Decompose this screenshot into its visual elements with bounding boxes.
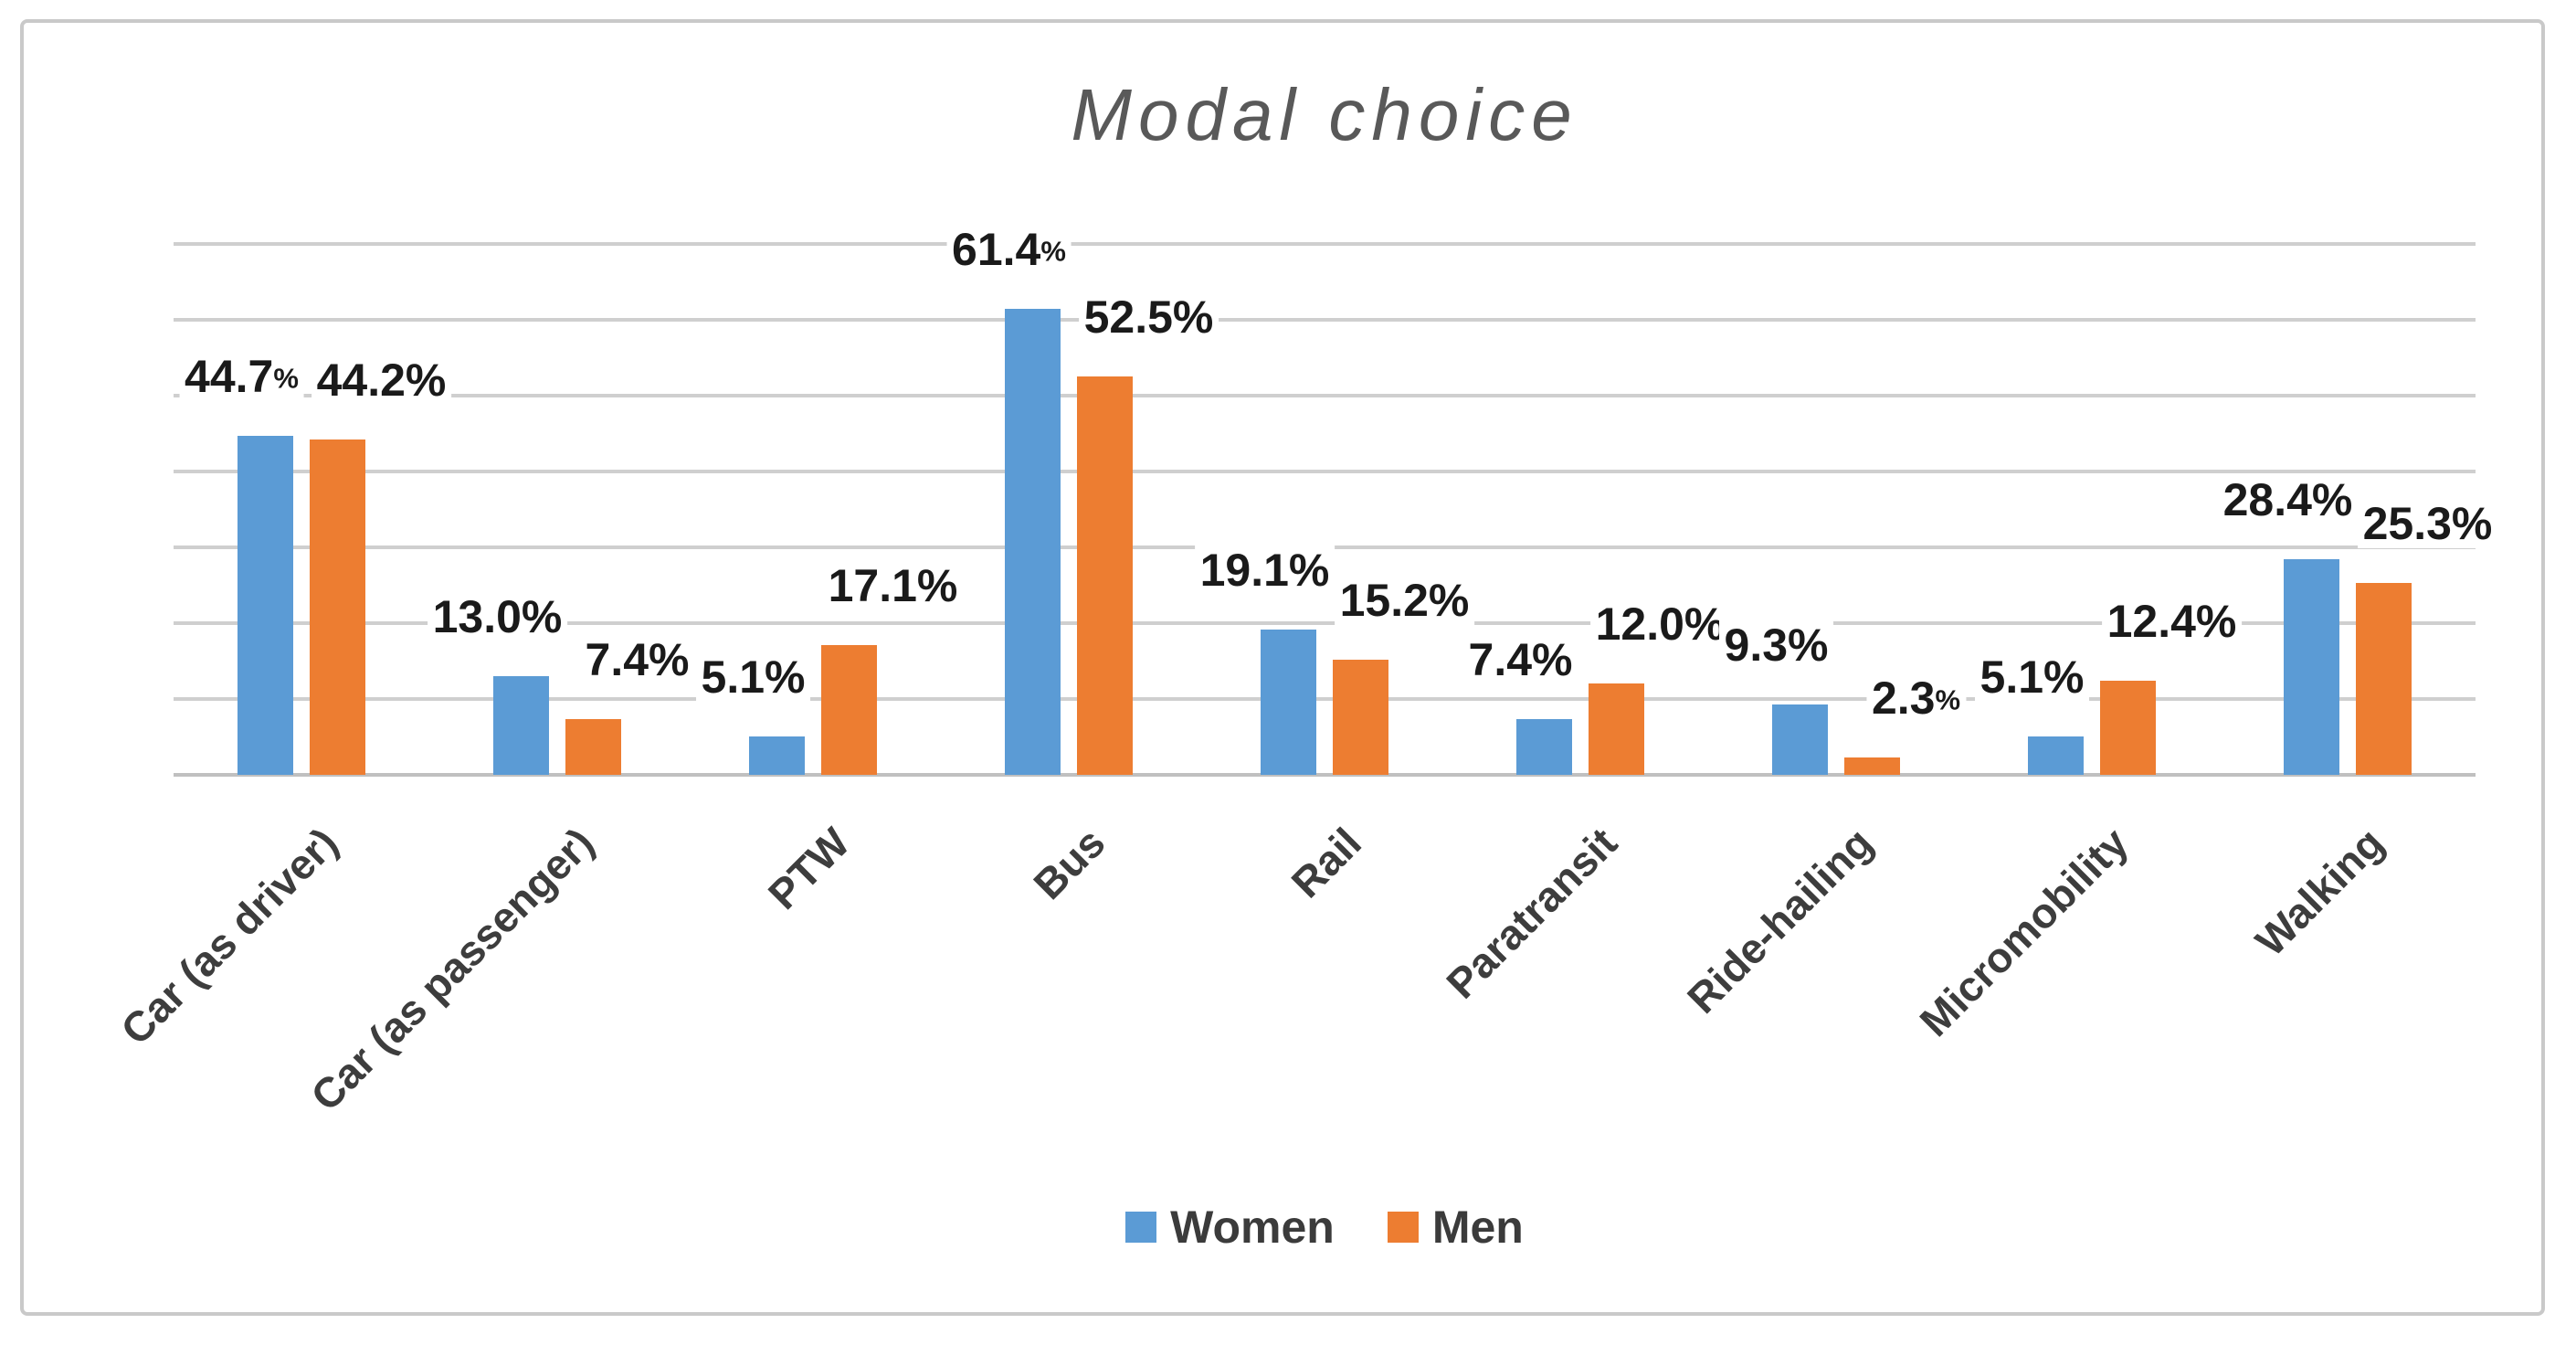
value-label-women-bus: 61.4% [946, 225, 1072, 275]
gridline-60 [174, 318, 2476, 322]
legend-label-men: Men [1431, 1202, 1524, 1253]
gridline-10 [174, 697, 2476, 701]
value-label-men-walking: 25.3% [2357, 499, 2498, 549]
legend-label-women: Women [1170, 1202, 1335, 1253]
value-label-women-micromobility: 5.1% [1974, 651, 2090, 702]
bar-men-car-as-driver [310, 440, 365, 775]
bar-men-ride-hailing [1844, 757, 1900, 775]
legend-item-men: Men [1387, 1202, 1524, 1253]
legend-swatch-men [1387, 1212, 1419, 1243]
bar-women-ptw [749, 736, 805, 775]
bar-men-micromobility [2100, 681, 2156, 775]
value-label-men-micromobility: 12.4% [2101, 597, 2243, 647]
value-label-men-ride-hailing: 2.3% [1865, 672, 1967, 723]
bar-women-ride-hailing [1772, 704, 1828, 775]
gridline-50 [174, 394, 2476, 397]
legend-swatch-women [1125, 1212, 1157, 1243]
value-label-men-rail: 15.2% [1334, 575, 1475, 625]
bar-men-paratransit [1589, 683, 1644, 775]
value-label-men-bus: 52.5% [1078, 292, 1219, 343]
bar-men-bus [1077, 376, 1133, 775]
chart-title: Modal choice [1071, 74, 1578, 155]
bar-women-paratransit [1516, 718, 1572, 775]
value-label-women-ptw: 5.1% [695, 651, 811, 702]
bar-women-car-as-driver [238, 435, 293, 775]
value-label-women-rail: 19.1% [1194, 545, 1336, 596]
bar-men-ptw [821, 645, 877, 775]
axis-baseline [174, 773, 2476, 777]
value-label-men-car-as-driver: 44.2% [311, 355, 452, 406]
legend-item-women: Women [1125, 1204, 1335, 1250]
value-label-men-paratransit: 12.0% [1589, 599, 1731, 650]
bar-men-car-as-passenger [565, 718, 621, 775]
bar-men-walking [2356, 583, 2412, 775]
value-label-women-paratransit: 7.4% [1462, 634, 1578, 684]
bar-women-walking [2284, 559, 2339, 775]
legend: Women Men [174, 1204, 2476, 1250]
bar-women-car-as-passenger [493, 676, 549, 775]
bar-women-rail [1261, 630, 1316, 775]
bar-women-micromobility [2028, 736, 2084, 775]
bar-men-rail [1333, 659, 1388, 775]
value-label-women-ride-hailing: 9.3% [1718, 620, 1834, 670]
value-label-women-car-as-passenger: 13.0% [427, 592, 568, 642]
gridline-20 [174, 621, 2476, 625]
value-label-men-car-as-passenger: 7.4% [579, 634, 695, 684]
value-label-women-car-as-driver: 44.7% [179, 352, 304, 401]
gridline-40 [174, 470, 2476, 473]
value-label-men-ptw: 17.1% [822, 561, 964, 611]
bar-women-bus [1005, 309, 1061, 775]
gridline-70 [174, 242, 2476, 246]
value-label-women-walking: 28.4% [2217, 475, 2359, 525]
